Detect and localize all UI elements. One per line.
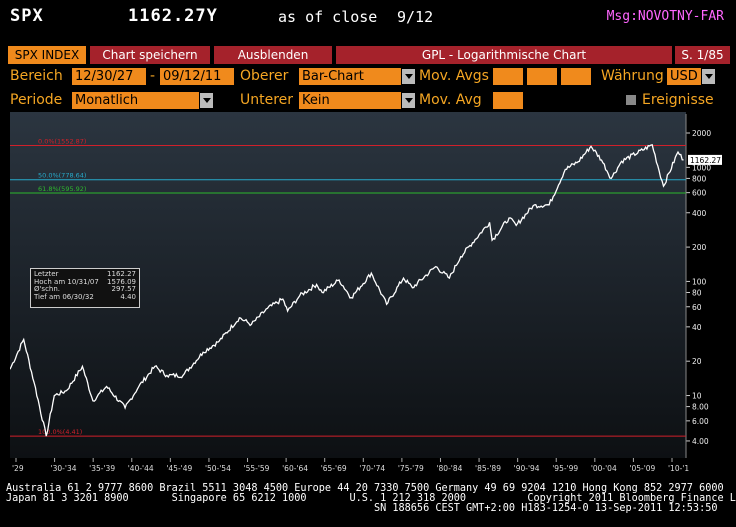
x-tick-label: '75-'79 [398, 464, 424, 473]
x-tick-label: '60-'64 [282, 464, 308, 473]
x-tick-label: '65-'69 [321, 464, 347, 473]
x-tick-label: '80-'84 [436, 464, 462, 473]
y-tick-label: 20 [692, 357, 702, 366]
y-tick-label: 2000 [692, 129, 711, 138]
x-tick-label: '45-'49 [166, 464, 192, 473]
legend-row: Hoch am 10/31/07 1576.09 [34, 277, 136, 287]
price-series-line [10, 144, 684, 437]
chevron-down-icon[interactable] [402, 69, 415, 84]
level-label: 50.0%(778.64) [38, 172, 86, 180]
legend-row-label: Ø'schn. [34, 285, 61, 294]
ticker: SPX [10, 6, 44, 26]
chevron-down-icon[interactable] [402, 93, 415, 108]
legend-row-label: Tief am 06/30/32 [34, 292, 94, 301]
y-tick-label: 6.00 [692, 417, 709, 426]
y-tick-label: 200 [692, 243, 707, 252]
range-label: Bereich [10, 68, 63, 84]
page-indicator: S. 1/85 [675, 46, 730, 64]
events-checkbox[interactable] [626, 95, 636, 105]
lower-label: Unterer [240, 92, 294, 108]
footer-session-info: SN 188656 CEST GMT+2:00 H183-1254-0 13-S… [374, 503, 718, 514]
header-bar: SPX 1162.27Y as of close 9/12 Msg:NOVOTN… [0, 0, 736, 40]
upper-select-value: Bar-Chart [302, 69, 364, 84]
x-tick-label: '70-'74 [359, 464, 385, 473]
hide-button[interactable]: Ausblenden [214, 46, 332, 64]
y-tick-label: 4.00 [692, 437, 709, 446]
save-chart-button[interactable]: Chart speichern [90, 46, 210, 64]
x-tick-label: '10-'1 [668, 464, 689, 473]
y-tick-label: 800 [692, 174, 707, 183]
level-label: 0.0%(1552.87) [38, 138, 86, 146]
footer-contacts-2: Japan 81 3 3201 8900 Singapore 65 6212 1… [6, 493, 736, 504]
mov-avgs-label: Mov. Avgs [419, 68, 489, 84]
legend-row-label: Hoch am 10/31/07 [34, 277, 99, 286]
mov-avg-input-lower[interactable] [493, 92, 523, 109]
legend-row-value: 1576.09 [107, 277, 136, 286]
footer-contacts-1: Australia 61 2 9777 8600 Brazil 5511 304… [6, 483, 724, 494]
x-tick-label: '85-'89 [475, 464, 501, 473]
mov-avg-label: Mov. Avg [419, 92, 482, 108]
mov-avg-input-2[interactable] [527, 68, 557, 85]
upper-select[interactable]: Bar-Chart [299, 68, 415, 85]
as-of-date: 9/12 [397, 8, 434, 26]
chart-title: GPL - Logarithmische Chart [336, 46, 672, 64]
legend-row: Tief am 06/30/32 4.40 [34, 292, 136, 302]
range-to-input[interactable]: 09/12/11 [160, 68, 234, 85]
x-tick-label: '95-'99 [552, 464, 578, 473]
chart-legend: Letzter 1162.27 Hoch am 10/31/07 1576.09 Ø's… [30, 268, 140, 308]
x-tick-label: '55-'59 [244, 464, 270, 473]
legend-row: Ø'schn. 297.57 [34, 286, 136, 294]
x-tick-label: '40-'44 [128, 464, 154, 473]
x-tick-label: '35-'39 [89, 464, 115, 473]
currency-select[interactable]: USD [667, 68, 715, 85]
last-price: 1162.27Y [128, 6, 218, 26]
x-tick-label: '29 [12, 464, 24, 473]
range-separator: - [150, 68, 156, 84]
as-of-label: as of close [278, 8, 378, 26]
currency-select-value: USD [670, 69, 698, 84]
message-indicator[interactable]: Msg:NOVOTNY-FAR [606, 9, 724, 24]
currency-label: Währung [601, 68, 664, 84]
x-tick-label: '30-'34 [51, 464, 77, 473]
y-tick-label: 80 [692, 289, 702, 298]
legend-row-label: Letzter [34, 270, 59, 278]
x-tick-label: '05-'09 [629, 464, 655, 473]
x-tick-label: '50-'54 [205, 464, 231, 473]
y-tick-label: 60 [692, 303, 702, 312]
level-label: 61.8%(595.92) [38, 185, 86, 193]
legend-row-value: 4.40 [120, 292, 136, 301]
upper-label: Oberer [240, 68, 289, 84]
lower-select[interactable]: Kein [299, 92, 415, 109]
chevron-down-icon[interactable] [702, 69, 715, 84]
period-select[interactable]: Monatlich [72, 92, 213, 109]
y-tick-label: 600 [692, 189, 707, 198]
y-tick-label: 40 [692, 323, 702, 332]
y-tick-label: 1000 [692, 163, 711, 172]
y-tick-label: 400 [692, 209, 707, 218]
period-label: Periode [10, 92, 63, 108]
events-label: Ereignisse [642, 92, 714, 108]
mov-avg-input-1[interactable] [493, 68, 523, 85]
tab-index[interactable]: SPX INDEX [8, 46, 86, 64]
last-value-label: 1162.27 [690, 156, 721, 165]
level-label: 100.0%(4.41) [38, 428, 82, 436]
tab-bar: SPX INDEX Chart speichern Ausblenden GPL… [8, 46, 730, 64]
mov-avg-input-3[interactable] [561, 68, 591, 85]
x-tick-label: '90-'94 [514, 464, 540, 473]
y-tick-label: 8.00 [692, 403, 709, 412]
range-from-input[interactable]: 12/30/27 [72, 68, 146, 85]
y-tick-label: 100 [692, 277, 707, 286]
y-tick-label: 10 [692, 392, 702, 401]
period-select-value: Monatlich [75, 93, 139, 108]
legend-row: Letzter 1162.27 [34, 270, 136, 279]
chevron-down-icon[interactable] [200, 93, 213, 108]
lower-select-value: Kein [302, 93, 330, 108]
last-value-tag [688, 154, 722, 165]
legend-row-value: 1162.27 [107, 270, 136, 278]
legend-row-value: 297.57 [111, 285, 137, 294]
x-tick-label: '00-'04 [591, 464, 617, 473]
